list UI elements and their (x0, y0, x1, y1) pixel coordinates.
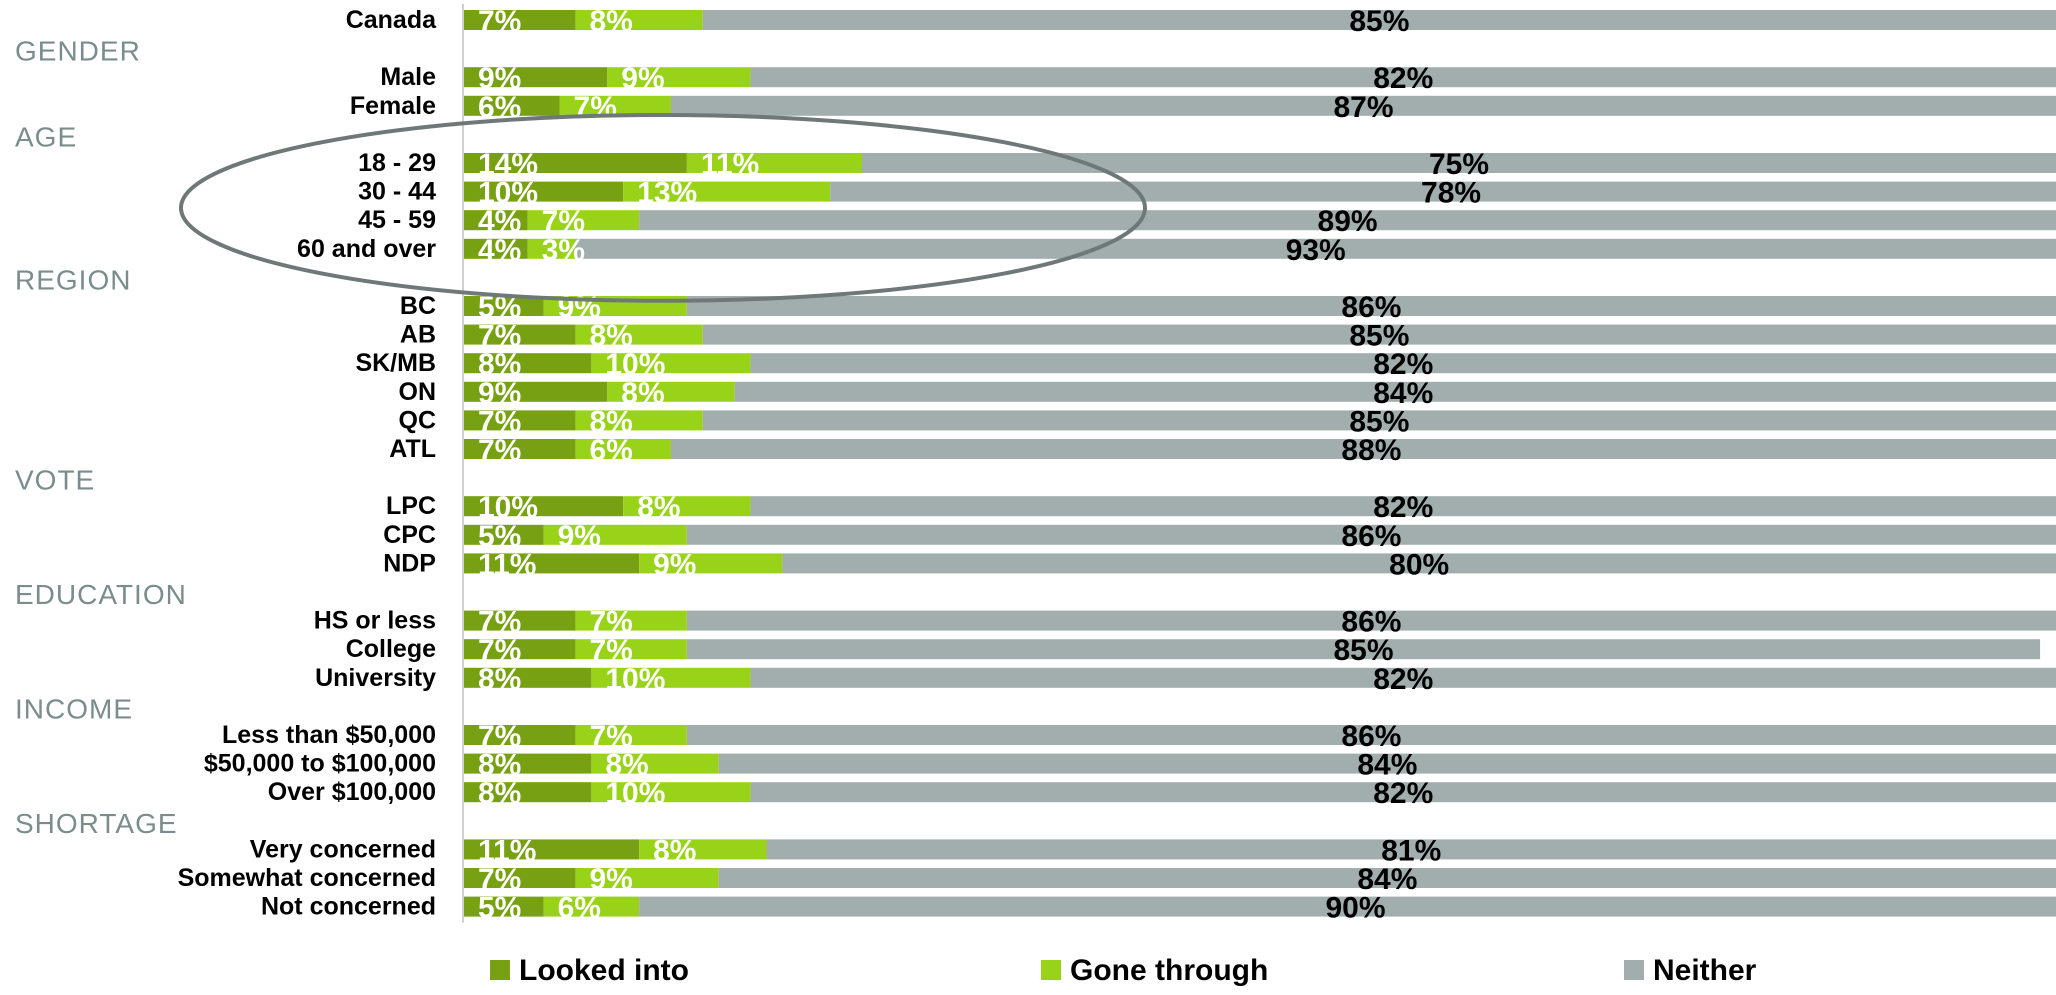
row-label-over-100-000: Over $100,000 (268, 778, 436, 806)
group-label-shortage: SHORTAGE (15, 808, 178, 839)
legend-label-neither: Neither (1653, 954, 1757, 987)
data-label-atl-gone-through: 6% (589, 434, 632, 467)
data-label-ndp-looked-into: 11% (478, 548, 536, 581)
data-label-female-neither: 87% (1333, 91, 1393, 124)
data-label-over-100-000-neither: 82% (1373, 777, 1433, 810)
data-label-not-concerned-neither: 90% (1325, 892, 1385, 925)
legend-label-gone-through: Gone through (1070, 954, 1268, 987)
data-label-60-and-over-neither: 93% (1286, 234, 1346, 267)
data-label-ndp-neither: 80% (1389, 548, 1449, 581)
row-label-male: Male (380, 63, 436, 91)
row-label-ndp: NDP (383, 549, 436, 577)
data-label-ndp-gone-through: 9% (653, 548, 696, 581)
row-label-60-and-over: 60 and over (297, 235, 436, 263)
legend: Looked into Gone through Neither (490, 954, 1757, 987)
data-label-university-looked-into: 8% (478, 663, 521, 696)
data-label-university-gone-through: 10% (605, 663, 665, 696)
data-label-60-and-over-looked-into: 4% (478, 234, 521, 267)
row-label-college: College (346, 635, 436, 663)
row-label-female: Female (350, 92, 436, 120)
row-label-hs-or-less: HS or less (314, 607, 436, 635)
group-label-vote: VOTE (15, 465, 95, 496)
legend-swatch-looked-into (490, 960, 510, 980)
data-label-very-concerned-gone-through: 8% (653, 834, 696, 867)
data-label-lpc-gone-through: 8% (637, 491, 680, 524)
row-label-not-concerned: Not concerned (261, 893, 436, 921)
group-label-gender: GENDER (15, 36, 141, 67)
group-label-income: INCOME (15, 693, 133, 724)
legend-swatch-gone-through (1041, 960, 1061, 980)
row-label-18-29: 18 - 29 (358, 149, 436, 177)
data-label-university-neither: 82% (1373, 663, 1433, 696)
group-label-age: AGE (15, 121, 77, 152)
data-label-18-29-gone-through: 11% (701, 148, 759, 181)
row-label-50-000-to-100-000: $50,000 to $100,000 (204, 750, 436, 778)
legend-swatch-neither (1624, 960, 1644, 980)
data-label-atl-looked-into: 7% (478, 434, 521, 467)
data-label-not-concerned-looked-into: 5% (478, 892, 521, 925)
row-label-very-concerned: Very concerned (250, 835, 436, 863)
row-label-ab: AB (400, 321, 436, 349)
group-label-education: EDUCATION (15, 579, 187, 610)
data-label-over-100-000-gone-through: 10% (605, 777, 665, 810)
row-label-45-59: 45 - 59 (358, 206, 436, 234)
data-label-cpc-gone-through: 9% (558, 520, 601, 553)
data-label-canada-gone-through: 8% (589, 5, 632, 38)
data-label-female-gone-through: 7% (574, 91, 617, 124)
row-label-somewhat-concerned: Somewhat concerned (178, 864, 436, 892)
group-label-region: REGION (15, 264, 131, 295)
row-label-less-than-50-000: Less than $50,000 (222, 721, 436, 749)
row-label-university: University (315, 664, 436, 692)
data-label-30-44-neither: 78% (1421, 177, 1481, 210)
row-label-atl: ATL (389, 435, 436, 463)
data-label-over-100-000-looked-into: 8% (478, 777, 521, 810)
data-label-atl-neither: 88% (1341, 434, 1401, 467)
data-label-male-gone-through: 9% (621, 62, 664, 95)
row-label-qc: QC (399, 406, 437, 434)
data-label-not-concerned-gone-through: 6% (558, 892, 601, 925)
bars-layer (463, 4, 2056, 923)
row-label-canada: Canada (346, 6, 437, 34)
data-label-canada-looked-into: 7% (478, 5, 521, 38)
row-label-sk-mb: SK/MB (355, 349, 436, 377)
row-label-bc: BC (400, 292, 436, 320)
data-label-60-and-over-gone-through: 3% (542, 234, 585, 267)
row-label-30-44: 30 - 44 (358, 178, 436, 206)
row-label-on: ON (399, 378, 437, 406)
data-label-canada-neither: 85% (1349, 5, 1409, 38)
data-label-30-44-gone-through: 13% (637, 177, 697, 210)
legend-label-looked-into: Looked into (519, 954, 689, 987)
row-label-lpc: LPC (386, 492, 436, 520)
row-label-cpc: CPC (383, 521, 436, 549)
